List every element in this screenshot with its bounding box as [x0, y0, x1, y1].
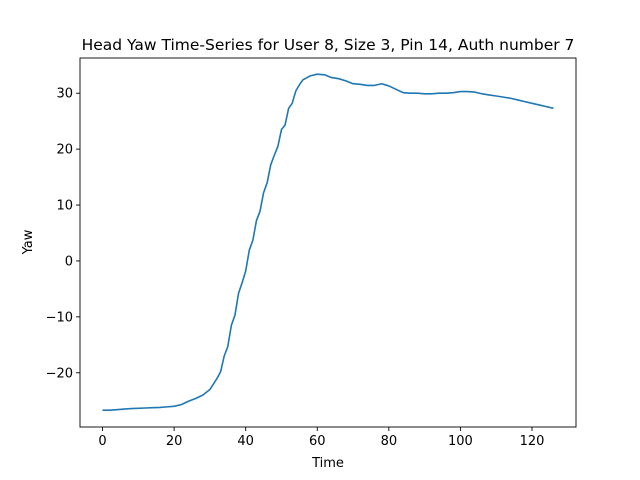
chart-title: Head Yaw Time-Series for User 8, Size 3,…	[82, 36, 575, 54]
y-tick-label--20: −20	[46, 366, 73, 381]
x-tick-label-100: 100	[448, 434, 473, 449]
x-tick-label-60: 60	[309, 434, 326, 449]
x-tick-label-0: 0	[98, 434, 106, 449]
y-tick-label-0: 0	[65, 254, 73, 269]
plot-area: 0 20 40 60 80 100 120 −20 −10 0 10 20 30	[46, 57, 577, 449]
y-tick-label-10: 10	[56, 199, 73, 214]
plot-frame	[79, 57, 577, 428]
x-tick-label-20: 20	[166, 434, 183, 449]
y-tick-label-20: 20	[56, 143, 73, 158]
y-tick-label--10: −10	[46, 310, 73, 325]
x-tick-label-120: 120	[520, 434, 545, 449]
y-axis-label: Yaw	[21, 229, 36, 255]
x-tick-label-40: 40	[237, 434, 254, 449]
x-tick-label-80: 80	[381, 434, 398, 449]
series-line-0	[102, 73, 554, 412]
x-axis-label: Time	[311, 456, 344, 471]
y-tick-label-30: 30	[56, 87, 73, 102]
